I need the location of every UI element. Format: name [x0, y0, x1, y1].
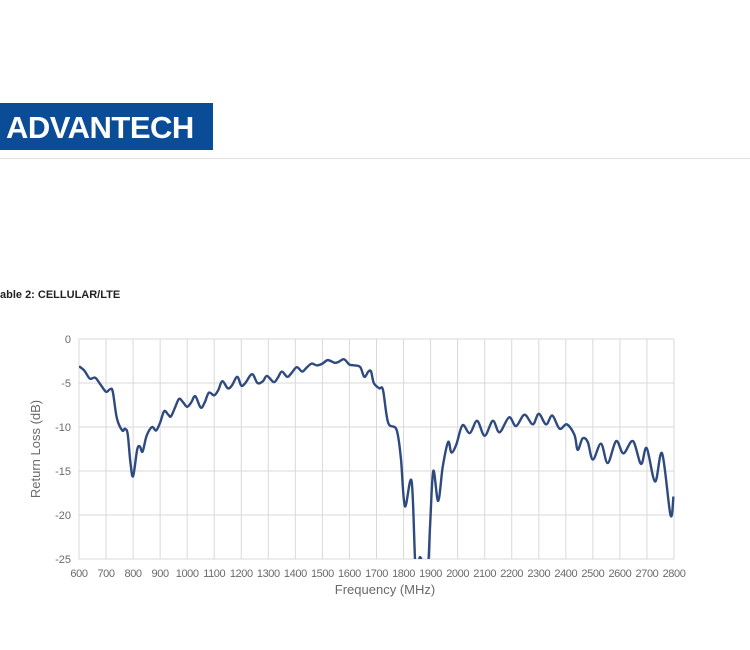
x-tick-label: 1000: [176, 568, 199, 580]
x-tick-label: 2400: [554, 568, 577, 580]
x-tick-label: 1500: [311, 568, 334, 580]
x-tick-label: 2200: [500, 568, 523, 580]
x-tick-label: 1300: [257, 568, 280, 580]
x-tick-label: 700: [97, 568, 114, 580]
y-tick-label: 0: [65, 334, 71, 346]
x-tick-label: 1900: [419, 568, 442, 580]
y-tick-label: -10: [55, 422, 71, 434]
x-tick-label: 1400: [284, 568, 307, 580]
x-tick-label: 800: [125, 568, 142, 580]
return-loss-chart: 600 700 800 900 1000 1100 1200 1300 1400 1500 1600…: [28, 334, 686, 597]
x-tick-label: 1600: [338, 568, 361, 580]
tick-labels: 600 700 800 900 1000 1100 1200 1300 1400 1500 1600…: [55, 334, 686, 580]
series-line: [79, 358, 675, 559]
x-tick-label: 900: [152, 568, 169, 580]
grid: [78, 338, 675, 560]
x-tick-label: 2500: [581, 568, 604, 580]
logo-text: ADVANTECH: [6, 110, 194, 145]
x-tick-label: 2100: [473, 568, 496, 580]
x-tick-label: 1200: [230, 568, 253, 580]
x-tick-label: 1100: [203, 568, 225, 580]
x-tick-label: 600: [70, 568, 87, 580]
x-tick-label: 2700: [636, 568, 659, 580]
header-divider: [0, 158, 750, 159]
x-tick-label: 1700: [365, 568, 388, 580]
table-caption: able 2: CELLULAR/LTE: [0, 289, 121, 301]
x-tick-label: 2000: [446, 568, 469, 580]
advantech-logo: ADVANTECH: [0, 103, 213, 150]
x-axis-label: Frequency (MHz): [335, 582, 435, 597]
y-tick-label: -15: [55, 466, 71, 478]
y-tick-label: -5: [61, 378, 71, 390]
x-tick-label: 2600: [608, 568, 631, 580]
x-tick-label: 2800: [663, 568, 686, 580]
x-tick-label: 1800: [392, 568, 415, 580]
y-tick-label: -20: [55, 510, 71, 522]
x-tick-label: 2300: [527, 568, 550, 580]
y-tick-label: -25: [55, 554, 71, 566]
y-axis-label: Return Loss (dB): [28, 400, 43, 498]
